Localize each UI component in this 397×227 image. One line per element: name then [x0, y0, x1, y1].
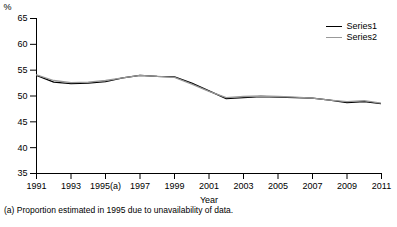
svg-text:45: 45: [17, 117, 27, 127]
html-text:Series2: Series2: [346, 32, 377, 42]
html-text:Series1: Series1: [346, 21, 377, 31]
svg-text:60: 60: [17, 39, 27, 49]
html-text:(a) Proportion estimated in 19: (a) Proportion estimated in 1995 due to …: [4, 205, 234, 215]
svg-text:55: 55: [17, 65, 27, 75]
svg-text:1997: 1997: [130, 181, 150, 191]
svg-text:2003: 2003: [233, 181, 253, 191]
svg-text:2007: 2007: [302, 181, 322, 191]
svg-text:1991: 1991: [26, 181, 46, 191]
svg-text:1993: 1993: [61, 181, 81, 191]
svg-text:65: 65: [17, 13, 27, 23]
svg-text:2009: 2009: [337, 181, 357, 191]
svg-text:%: %: [4, 2, 12, 12]
svg-text:1999: 1999: [164, 181, 184, 191]
svg-text:2001: 2001: [199, 181, 219, 191]
svg-text:40: 40: [17, 143, 27, 153]
svg-text:2011: 2011: [372, 181, 391, 191]
svg-text:50: 50: [17, 91, 27, 101]
svg-text:2005: 2005: [268, 181, 288, 191]
svg-text:35: 35: [17, 168, 27, 178]
svg-text:Year: Year: [200, 195, 218, 205]
svg-text:1995(a): 1995(a): [90, 181, 121, 191]
